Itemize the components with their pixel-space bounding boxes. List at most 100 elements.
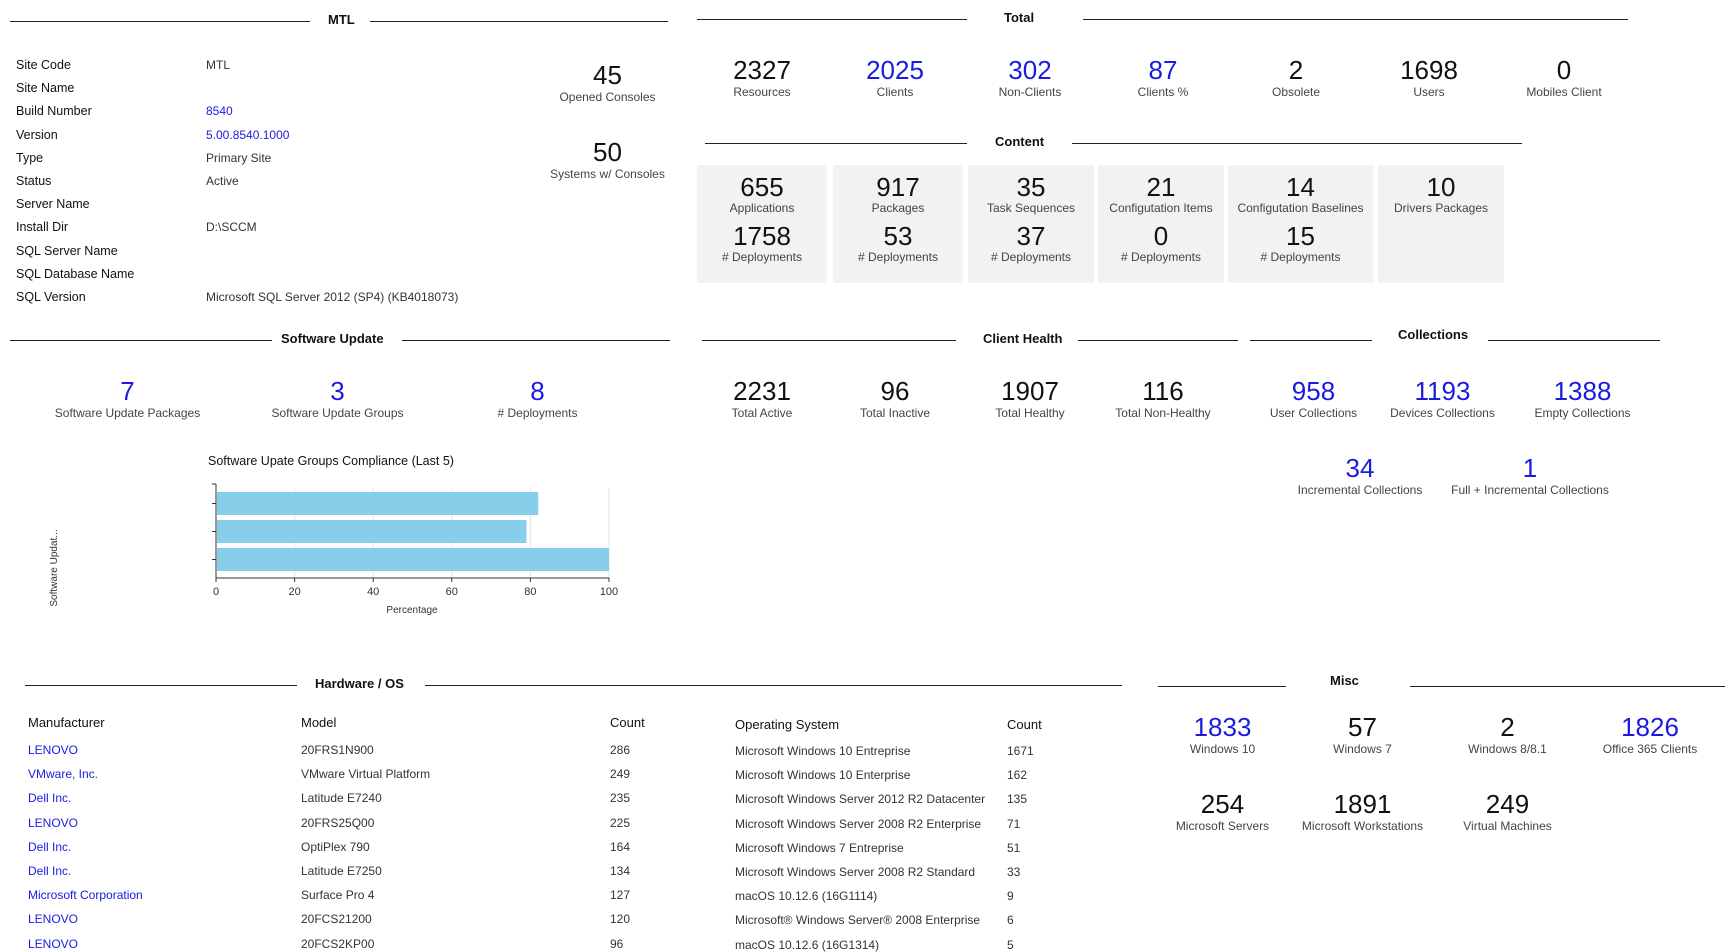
hw-header-manufacturer: Manufacturer [28, 715, 105, 730]
content-value: 655 [740, 172, 784, 202]
section-title-misc: Misc [1330, 673, 1359, 688]
misc-windows-10-value[interactable]: 1833 [1193, 712, 1252, 742]
hw-manufacturer-cell[interactable]: Dell Inc. [28, 864, 72, 878]
misc-office-365-clients-label: Office 365 Clients [1602, 742, 1698, 756]
col-user-collections-stat[interactable]: 958 User Collections [1246, 376, 1381, 420]
total-obsolete-stat: 2 Obsolete [1231, 55, 1361, 99]
chart-bar[interactable] [217, 548, 609, 571]
site-info-row: Server Name [16, 197, 516, 213]
hw-manufacturer-cell[interactable]: LENOVO [28, 743, 79, 757]
site-info-key: Version [16, 127, 58, 142]
hw-manufacturer-cell[interactable]: LENOVO [28, 815, 79, 830]
su-software-update-packages-stat[interactable]: 7 Software Update Packages [45, 376, 210, 420]
total-mobiles-client-value: 0 [1556, 55, 1572, 85]
hw-manufacturer-cell[interactable]: LENOVO [28, 936, 79, 951]
misc-office-365-clients-value[interactable]: 1826 [1621, 712, 1679, 742]
os-count-cell: 6 [1007, 913, 1014, 928]
section-title-content: Content [995, 134, 1045, 149]
hw-model-cell: 20FCS2KP00 [301, 936, 375, 951]
section-header-hardware-os: Hardware / OS [0, 676, 1130, 696]
content-box-configutation-baselines: 14 Configutation Baselines 15 # Deployments [1228, 165, 1373, 283]
col-devices-collections-value[interactable]: 1193 [1414, 376, 1471, 406]
site-info-row: Build Number 8540 [16, 104, 516, 120]
col-devices-collections-stat[interactable]: 1193 Devices Collections [1375, 376, 1510, 420]
site-info-row: Install Dir D:\SCCM [16, 220, 516, 236]
misc-office-365-clients-stat[interactable]: 1826 Office 365 Clients [1580, 712, 1720, 756]
site-info-key: Server Name [16, 197, 90, 212]
section-header-total: Total [0, 10, 1733, 30]
total-resources-value: 2327 [733, 55, 791, 85]
site-info-key: Site Code [16, 58, 71, 72]
os-name-cell: Microsoft Windows Server 2012 R2 Datacen… [735, 792, 986, 807]
os-name-cell: Microsoft Windows 10 Enterprise [735, 768, 911, 783]
su-software-update-groups-stat[interactable]: 3 Software Update Groups [255, 376, 420, 420]
content-box-packages: 917 Packages 53 # Deployments [833, 165, 963, 283]
section-header-client-health: Client Health [0, 331, 1240, 351]
chart-x-tick-label: 20 [288, 586, 300, 598]
su-software-update-packages-value[interactable]: 7 [120, 376, 135, 406]
ch-total-healthy-stat: 1907 Total Healthy [965, 376, 1095, 420]
col-full-incremental-collections-value[interactable]: 1 [1522, 453, 1538, 483]
content-value: 10 [1426, 172, 1456, 202]
chart-bar[interactable] [217, 492, 539, 515]
compliance-chart-svg: Software Upate Groups Compliance (Last 5… [49, 454, 618, 616]
total-clients--stat[interactable]: 87 Clients % [1098, 55, 1228, 99]
chart-x-tick-label: 0 [213, 586, 219, 598]
hw-manufacturer-cell[interactable]: LENOVO [28, 912, 79, 927]
section-header-mtl: MTL [0, 12, 680, 32]
total-clients-value[interactable]: 2025 [866, 55, 924, 85]
content-box-drivers-packages: 10 Drivers Packages [1378, 165, 1504, 283]
su--deployments-stat[interactable]: 8 # Deployments [455, 376, 620, 420]
col-user-collections-label: User Collections [1269, 406, 1358, 420]
ch-total-non-healthy-value: 116 [1142, 376, 1184, 406]
ch-total-healthy-label: Total Healthy [995, 406, 1065, 420]
col-incremental-collections-label: Incremental Collections [1297, 483, 1423, 497]
su-software-update-groups-value[interactable]: 3 [330, 376, 345, 406]
section-header-content: Content [0, 134, 1733, 154]
hw-manufacturer-cell[interactable]: Microsoft Corporation [28, 888, 143, 903]
total-clients-stat[interactable]: 2025 Clients [830, 55, 960, 99]
chart-x-tick-label: 80 [524, 586, 536, 598]
os-name-cell: macOS 10.12.6 (16G1314) [735, 937, 880, 952]
os-name-cell: macOS 10.12.6 (16G1114) [735, 889, 878, 904]
misc-virtual-machines-value: 249 [1485, 789, 1530, 819]
col-incremental-collections-value[interactable]: 34 [1345, 453, 1375, 483]
chart-bar[interactable] [217, 520, 527, 543]
site-info-value[interactable]: 5.00.8540.1000 [206, 127, 290, 142]
site-info-value[interactable]: 8540 [206, 104, 233, 119]
col-user-collections-value[interactable]: 958 [1291, 376, 1336, 406]
hw-manufacturer-cell[interactable]: Dell Inc. [28, 839, 72, 854]
os-name-cell: Microsoft Windows 7 Entreprise [735, 840, 904, 855]
col-empty-collections-value[interactable]: 1388 [1553, 376, 1612, 406]
hw-count-cell: 134 [610, 864, 631, 878]
section-header-software-update: Software Update [0, 331, 700, 351]
hw-manufacturer-cell[interactable]: VMware, Inc. [28, 767, 99, 782]
site-info-key: SQL Server Name [16, 243, 118, 258]
total-clients--value[interactable]: 87 [1148, 55, 1178, 85]
hw-count-cell: 225 [610, 815, 631, 830]
total-non-clients-value[interactable]: 302 [1008, 55, 1052, 85]
site-info-row: Site Code MTL [16, 58, 516, 74]
su--deployments-label: # Deployments [497, 406, 578, 420]
chart-ylabel: Software Updat... [49, 529, 60, 606]
hw-count-cell: 120 [610, 912, 631, 927]
col-full-incremental-collections-stat[interactable]: 1 Full + Incremental Collections [1440, 453, 1620, 497]
misc-microsoft-servers-label: Microsoft Servers [1175, 819, 1270, 833]
total-non-clients-stat[interactable]: 302 Non-Clients [965, 55, 1095, 99]
content-deployments-value: 15 [1286, 221, 1315, 251]
misc-windows-10-stat[interactable]: 1833 Windows 10 [1155, 712, 1290, 756]
content-deployments-label: # Deployments [1260, 250, 1341, 264]
su--deployments-value[interactable]: 8 [530, 376, 545, 406]
site-info-key: Site Name [16, 81, 75, 96]
misc-microsoft-servers-stat: 254 Microsoft Servers [1155, 789, 1290, 833]
hw-manufacturer-cell[interactable]: Dell Inc. [28, 791, 72, 806]
misc-microsoft-workstations-label: Microsoft Workstations [1301, 819, 1424, 833]
chart-x-tick-label: 100 [600, 586, 618, 598]
col-incremental-collections-stat[interactable]: 34 Incremental Collections [1285, 453, 1435, 497]
os-count-cell: 1671 [1007, 744, 1034, 758]
content-box-applications: 655 Applications 1758 # Deployments [697, 165, 827, 283]
misc-windows-7-stat: 57 Windows 7 [1295, 712, 1430, 756]
chart-x-tick-label: 40 [367, 586, 379, 598]
col-empty-collections-stat[interactable]: 1388 Empty Collections [1510, 376, 1655, 420]
content-label: Packages [871, 201, 925, 215]
